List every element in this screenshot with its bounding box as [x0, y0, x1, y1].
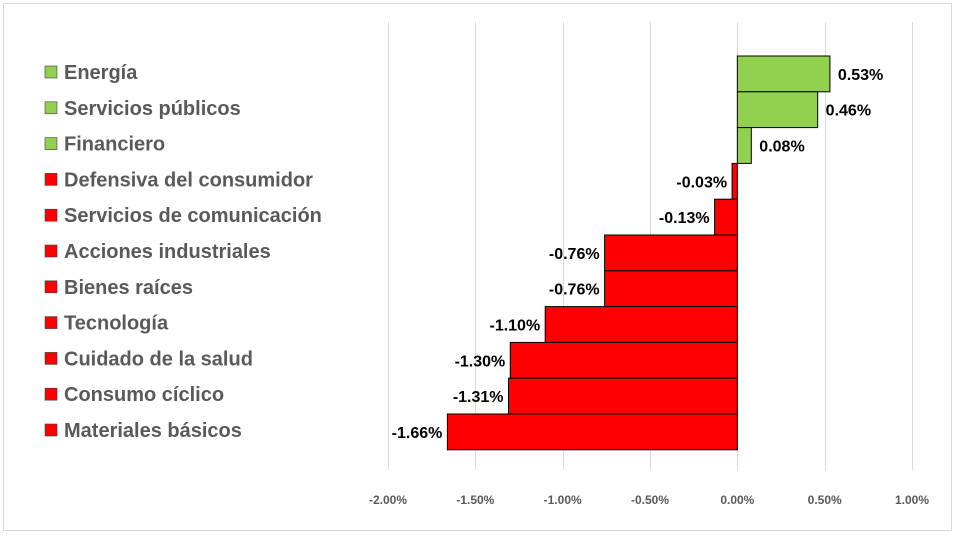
bars	[446, 55, 831, 451]
legend-swatch	[44, 208, 58, 222]
x-tick-label: 0.50%	[808, 493, 842, 507]
legend-label: Tecnología	[64, 313, 169, 335]
bar	[714, 198, 738, 236]
legend-swatch	[44, 173, 58, 186]
data-labels: 0.53% 0.46% 0.08% -0.03% -0.13% -0.76% -0.76% -…	[392, 67, 884, 442]
legend-label: Energía	[64, 62, 138, 84]
x-tick-label: 1.00%	[895, 493, 929, 507]
data-label: -1.30%	[455, 353, 506, 370]
x-tick-label: -0.50%	[631, 493, 669, 507]
legend-swatch	[44, 280, 58, 294]
bar	[509, 341, 738, 379]
data-label: -1.66%	[392, 425, 443, 442]
bar	[736, 91, 819, 129]
data-label: -0.76%	[549, 282, 600, 299]
data-label: -1.10%	[489, 318, 540, 335]
legend-label: Servicios públicos	[64, 98, 241, 120]
x-tick-label: -2.00%	[369, 493, 407, 507]
data-label: -0.76%	[549, 246, 600, 263]
bar	[604, 234, 738, 272]
legend-label: Defensiva del consumidor	[64, 169, 313, 191]
bar	[736, 55, 831, 93]
x-axis-ticks: -2.00% -1.50% -1.00% -0.50% 0.00% 0.50% 1.00%	[369, 493, 929, 507]
data-label: 0.08%	[759, 139, 804, 156]
legend-label: Bienes raíces	[64, 277, 193, 299]
data-label: -0.03%	[676, 174, 727, 191]
legend-swatch	[44, 423, 58, 437]
legend-swatch	[44, 101, 58, 115]
category-legend: Energía Servicios públicos Financiero Defen…	[44, 62, 322, 442]
legend-swatch	[44, 65, 58, 79]
bar	[508, 377, 738, 415]
data-label: -1.31%	[453, 389, 504, 406]
data-label: -0.13%	[659, 210, 710, 227]
legend-swatch	[44, 352, 58, 365]
legend-label: Materiales básicos	[64, 420, 242, 442]
x-tick-label: 0.00%	[720, 493, 754, 507]
legend-label: Financiero	[64, 134, 165, 156]
x-tick-label: -1.00%	[544, 493, 582, 507]
legend-swatch	[44, 244, 58, 258]
legend-label: Cuidado de la salud	[64, 348, 253, 370]
legend-label: Consumo cíclico	[64, 384, 224, 406]
bar	[446, 413, 738, 451]
x-tick-label: -1.50%	[456, 493, 494, 507]
bar	[736, 127, 752, 164]
legend-swatch	[44, 387, 58, 401]
bar	[731, 162, 738, 200]
bar	[604, 270, 738, 308]
legend-swatch	[44, 137, 58, 150]
data-label: 0.46%	[826, 103, 871, 120]
data-label: 0.53%	[838, 67, 883, 84]
bar	[544, 306, 738, 343]
legend-label: Acciones industriales	[64, 241, 271, 263]
legend-swatch	[44, 316, 58, 329]
legend-label: Servicios de comunicación	[64, 205, 322, 227]
